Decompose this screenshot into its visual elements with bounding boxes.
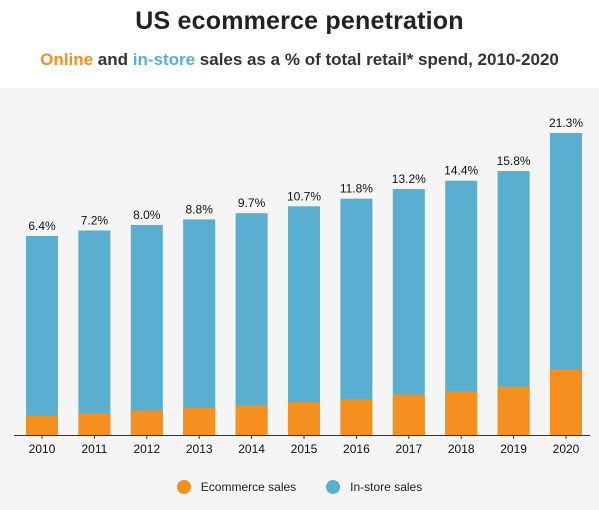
bar-ecommerce-2012: [130, 410, 163, 435]
data-label-2010: 6.4%: [28, 219, 56, 233]
bar-instore-2012: [130, 224, 163, 435]
bar-ecommerce-2019: [497, 386, 530, 435]
legend-item-instore: In-store sales: [326, 480, 422, 494]
bar-ecommerce-2015: [288, 402, 320, 435]
bar-instore-2010: [26, 236, 58, 435]
chart-title: US ecommerce penetration: [135, 7, 464, 35]
bar-instore-2013: [183, 219, 216, 435]
x-tick-label-2017: 2017: [395, 442, 422, 456]
x-tick-label-2020: 2020: [553, 442, 580, 456]
x-tick-label-2013: 2013: [186, 442, 213, 456]
data-label-2012: 8.0%: [133, 208, 161, 222]
bar-ecommerce-2011: [78, 412, 111, 435]
legend-label-instore: In-store sales: [350, 480, 423, 494]
data-label-2019: 15.8%: [497, 154, 531, 168]
bar-instore-2017: [392, 188, 425, 435]
bar-ecommerce-2020: [550, 369, 582, 435]
bar-ecommerce-2010: [26, 415, 58, 435]
legend-swatch-instore: [326, 480, 341, 494]
chart-subtitle: Online and in-store sales as a % of tota…: [0, 50, 599, 70]
x-tick-label-2011: 2011: [81, 442, 107, 456]
chart-header: US ecommerce penetration Online and in-s…: [0, 0, 599, 88]
data-label-2017: 13.2%: [392, 172, 426, 186]
data-label-2018: 14.4%: [444, 164, 478, 178]
legend-label-ecommerce: Ecommerce sales: [200, 480, 297, 494]
bar-ecommerce-2016: [340, 398, 373, 435]
x-tick-label-2019: 2019: [500, 442, 527, 456]
x-tick-label-2018: 2018: [448, 442, 475, 456]
subtitle-online: Online: [40, 50, 94, 69]
bar-instore-2016: [340, 198, 373, 435]
bar-ecommerce-2014: [235, 405, 268, 435]
data-label-2013: 8.8%: [186, 202, 214, 216]
x-tick-label-2010: 2010: [29, 442, 56, 456]
legend-swatch-ecommerce: [176, 480, 191, 494]
data-label-2011: 7.2%: [81, 213, 109, 227]
bar-ecommerce-2017: [392, 394, 425, 435]
data-label-2016: 11.8%: [340, 182, 373, 196]
bar-instore-2014: [235, 213, 268, 435]
x-tick-label-2012: 2012: [133, 442, 160, 456]
legend-item-ecommerce: Ecommerce sales: [176, 480, 297, 494]
data-label-2014: 9.7%: [238, 196, 266, 210]
x-tick-label-2014: 2014: [238, 442, 265, 456]
bar-ecommerce-2018: [445, 390, 478, 435]
bar-instore-2015: [288, 206, 320, 435]
bar-instore-2011: [78, 230, 111, 435]
x-tick-label-2015: 2015: [291, 442, 318, 456]
data-label-2015: 10.7%: [287, 189, 321, 203]
subtitle-instore: in-store: [132, 50, 196, 69]
data-label-2020: 21.3%: [549, 116, 583, 130]
bar-ecommerce-2013: [183, 408, 216, 435]
subtitle-and: and: [93, 50, 133, 69]
chart-legend: Ecommerce sales In-store sales: [0, 480, 599, 494]
subtitle-rest: sales as a % of total retail* spend, 201…: [195, 50, 559, 69]
x-tick-label-2016: 2016: [343, 442, 370, 456]
